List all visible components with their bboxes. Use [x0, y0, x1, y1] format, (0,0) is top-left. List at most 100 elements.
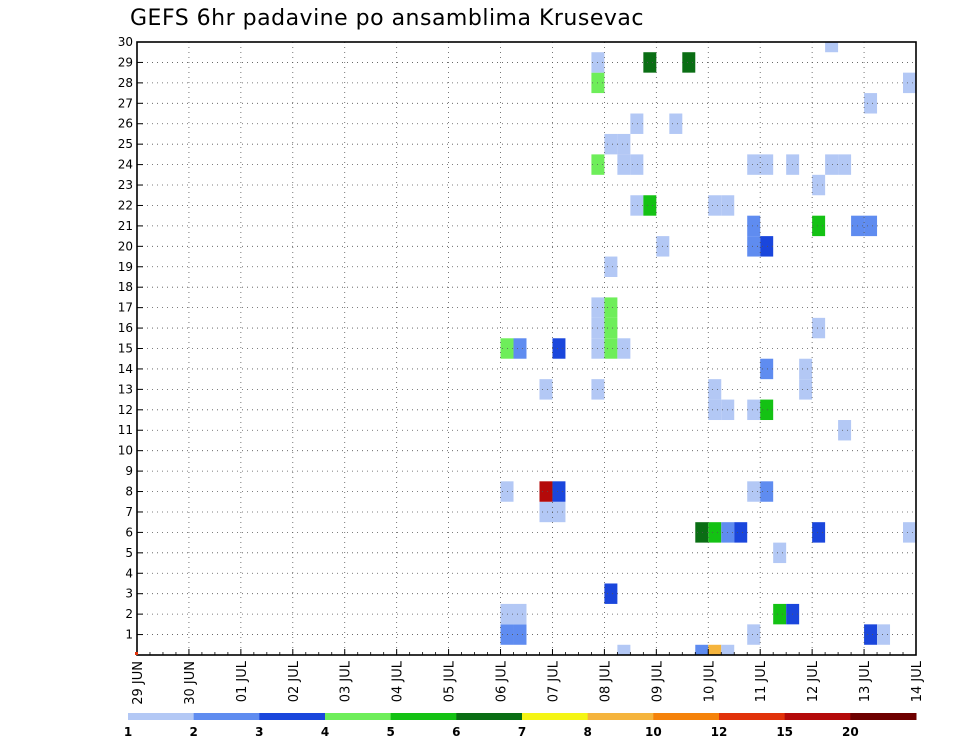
colorbar-label: 3: [255, 725, 263, 739]
colorbar: 1 2 3 4 5 6 7 8 10 12 15 20: [124, 713, 917, 739]
x-tick-label: 08 JUL: [598, 660, 613, 702]
colorbar-label: 5: [386, 725, 394, 739]
y-axis: 1234567891011121314151617181920212223242…: [118, 35, 143, 642]
heatmap-cell: [760, 154, 774, 175]
x-tick-label: 05 JUL: [443, 660, 458, 702]
colorbar-label: 15: [776, 725, 793, 739]
colorbar-swatch: [850, 713, 917, 720]
colorbar-label: 1: [124, 725, 132, 739]
heatmap-cell: [747, 215, 761, 237]
x-tick-label: 01 JUL: [235, 660, 250, 702]
heatmap-cell: [539, 501, 553, 523]
heatmap-cell: [812, 215, 826, 237]
y-tick-label: 7: [125, 505, 133, 519]
heatmap-cell: [747, 481, 761, 502]
heatmap-cell: [747, 624, 761, 645]
colorbar-swatch: [259, 713, 326, 720]
y-tick-label: 16: [118, 321, 133, 335]
y-tick-label: 24: [118, 158, 133, 172]
y-tick-label: 2: [125, 607, 133, 621]
x-tick-label: 14 JUL: [910, 660, 925, 702]
heatmap-cell: [643, 52, 657, 73]
heatmap-cell: [552, 501, 566, 523]
colorbar-swatch: [784, 713, 851, 720]
heatmap-cell: [682, 52, 696, 73]
heatmap-cell: [630, 195, 644, 216]
heatmap-cell: [864, 215, 878, 237]
colorbar-swatch: [587, 713, 654, 720]
heatmap-cell: [812, 174, 826, 196]
colorbar-label: 12: [711, 725, 728, 739]
x-tick-label: 29 JUN: [131, 661, 146, 705]
colorbar-label: 4: [321, 725, 329, 739]
x-tick-label: 12 JUL: [806, 660, 821, 702]
grid-layer: [137, 42, 916, 655]
heatmap-cell: [838, 154, 852, 175]
x-tick-label: 06 JUL: [495, 660, 510, 702]
heatmap-cell: [721, 644, 735, 655]
colorbar-label: 2: [189, 725, 197, 739]
y-tick-label: 1: [125, 628, 133, 642]
y-tick-label: 8: [125, 485, 133, 499]
chart-title: GEFS 6hr padavine po ansamblima Krusevac: [130, 6, 644, 31]
y-tick-label: 28: [118, 76, 133, 90]
x-tick-label: 11 JUL: [754, 660, 769, 702]
heatmap-cell: [630, 154, 644, 175]
y-tick-label: 18: [118, 280, 133, 294]
y-tick-label: 15: [118, 342, 133, 356]
heatmap-cell: [903, 522, 916, 543]
heatmap-cell: [773, 542, 787, 564]
y-tick-label: 27: [118, 96, 133, 110]
y-tick-label: 3: [125, 587, 133, 601]
heatmap-cell: [513, 603, 527, 625]
heatmap-cell: [864, 93, 878, 114]
heatmap-cell: [812, 522, 826, 543]
y-tick-label: 10: [118, 444, 133, 458]
colorbar-swatch: [390, 713, 457, 720]
y-tick-label: 12: [118, 403, 133, 417]
heatmap-cell: [539, 379, 553, 400]
x-tick-label: 07 JUL: [546, 660, 561, 702]
heatmap-cell: [760, 236, 774, 257]
y-tick-label: 29: [118, 55, 133, 69]
y-tick-label: 23: [118, 178, 133, 192]
heatmap-cell: [669, 113, 683, 134]
colorbar-swatch: [456, 713, 523, 720]
heatmap-cell: [513, 624, 527, 645]
heatmap-cell: [708, 195, 722, 216]
y-tick-label: 13: [118, 382, 133, 396]
heatmap-cell: [864, 624, 878, 645]
x-tick-label: 09 JUL: [650, 660, 665, 702]
colorbar-label: 8: [583, 725, 591, 739]
colorbar-label: 7: [518, 725, 526, 739]
heatmap-cell: [552, 481, 566, 502]
heatmap-cell: [877, 624, 891, 645]
heatmap-cell: [825, 154, 839, 175]
colorbar-label: 6: [452, 725, 460, 739]
heatmap-cell: [513, 338, 527, 359]
heatmap-cell: [604, 297, 618, 318]
colorbar-label: 10: [645, 725, 662, 739]
colorbar-swatch: [193, 713, 260, 720]
heatmap-cell: [747, 236, 761, 257]
heatmap-cell: [552, 338, 566, 359]
heatmap-cell: [708, 644, 722, 655]
heatmap-cell: [734, 522, 748, 543]
heatmap-cell: [708, 379, 722, 400]
heatmap-cell: [539, 481, 553, 502]
heatmap-cell: [604, 317, 618, 339]
x-axis-start-marker: [135, 652, 138, 655]
y-tick-label: 22: [118, 198, 133, 212]
y-tick-label: 30: [118, 35, 133, 49]
x-tick-label: 30 JUN: [183, 661, 198, 705]
heatmap-cell: [799, 358, 813, 380]
heatmap-cell: [799, 379, 813, 400]
heatmap-cell: [812, 317, 826, 339]
x-tick-label: 04 JUL: [391, 660, 406, 702]
heatmap-cell: [773, 603, 787, 625]
colorbar-swatch: [128, 713, 195, 720]
y-tick-label: 26: [118, 117, 133, 131]
y-tick-label: 9: [125, 464, 133, 478]
y-tick-label: 6: [125, 525, 133, 539]
